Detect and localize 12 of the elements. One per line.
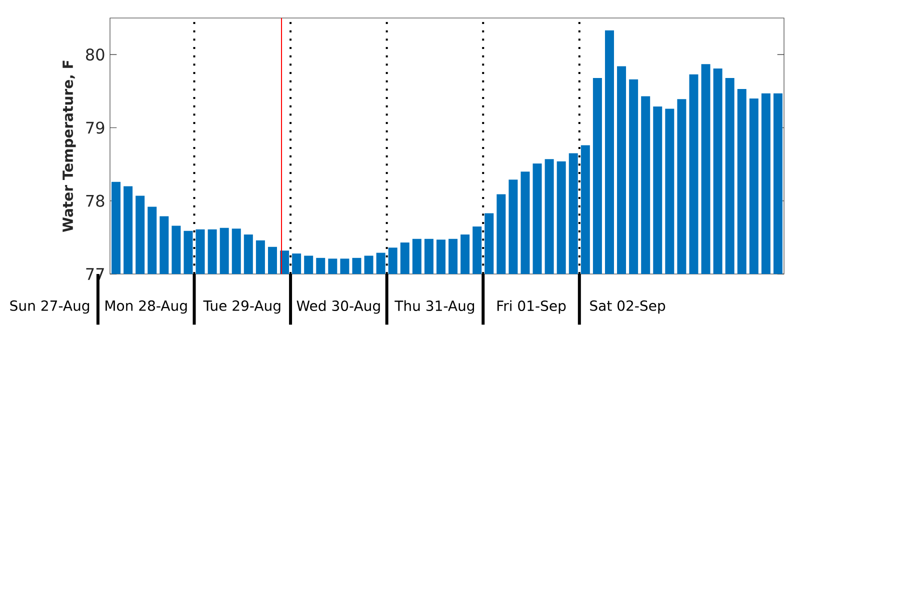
y-tick-label: 80: [86, 48, 104, 61]
y-tick-label: 77: [86, 268, 104, 280]
y-axis-title: Water Temperature, F: [62, 60, 76, 232]
x-tick-label: Thu 31-Aug: [394, 300, 474, 314]
x-tick-label: Sat 02-Sep: [590, 300, 666, 314]
x-tick-label: Tue 29-Aug: [203, 300, 280, 314]
text: Sun 27-Aug: [10, 300, 90, 314]
x-tick-label: Fri 01-Sep: [497, 300, 566, 314]
x-tick-label: Wed 30-Aug: [296, 300, 380, 314]
y-tick-label: 79: [86, 122, 104, 134]
x-tick-label: Mon 28-Aug: [106, 300, 187, 314]
y-tick-label: 78: [86, 194, 104, 207]
